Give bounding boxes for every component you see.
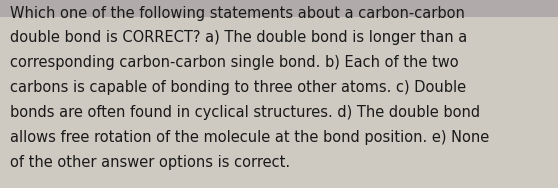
Text: double bond is CORRECT? a) The double bond is longer than a: double bond is CORRECT? a) The double bo… xyxy=(10,30,467,45)
Text: allows free rotation of the molecule at the bond position. e) None: allows free rotation of the molecule at … xyxy=(10,130,489,145)
Text: of the other answer options is correct.: of the other answer options is correct. xyxy=(10,155,290,170)
Text: corresponding carbon-carbon single bond. b) Each of the two: corresponding carbon-carbon single bond.… xyxy=(10,55,459,70)
Bar xyxy=(0,0,558,17)
Text: bonds are often found in cyclical structures. d) The double bond: bonds are often found in cyclical struct… xyxy=(10,105,480,120)
Text: carbons is capable of bonding to three other atoms. c) Double: carbons is capable of bonding to three o… xyxy=(10,80,466,95)
Text: Which one of the following statements about a carbon-carbon: Which one of the following statements ab… xyxy=(10,6,465,21)
